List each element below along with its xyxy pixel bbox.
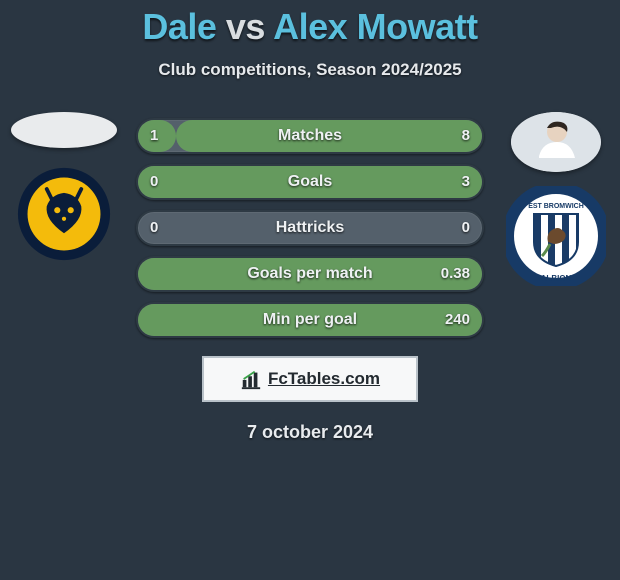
left-column	[8, 112, 120, 262]
player1-name: Dale	[142, 6, 216, 47]
stats-table: 18Matches 03Goals 00Hattricks 0.38Goals per…	[136, 118, 484, 348]
right-column: EST BROMWICH ALBION	[500, 112, 612, 286]
west-brom-crest-icon: EST BROMWICH ALBION	[506, 186, 606, 286]
player1-photo	[11, 112, 117, 148]
bar-chart-icon	[240, 368, 262, 390]
stat-row: 00Hattricks	[136, 210, 484, 246]
page-title: Dale vs Alex Mowatt	[0, 6, 620, 48]
club-right-crest: EST BROMWICH ALBION	[506, 186, 606, 286]
stat-label: Min per goal	[138, 304, 482, 336]
brand-text: FcTables.com	[268, 369, 380, 389]
stat-row: 18Matches	[136, 118, 484, 154]
stat-label: Matches	[138, 120, 482, 152]
subtitle: Club competitions, Season 2024/2025	[0, 60, 620, 80]
stat-row: 03Goals	[136, 164, 484, 200]
fctables-link[interactable]: FcTables.com	[202, 356, 418, 402]
stat-label: Goals	[138, 166, 482, 198]
club-left-crest	[16, 166, 112, 262]
svg-text:EST BROMWICH: EST BROMWICH	[528, 203, 584, 210]
player2-name: Alex Mowatt	[273, 6, 478, 47]
stat-label: Hattricks	[138, 212, 482, 244]
oxford-united-crest-icon	[16, 166, 112, 262]
comparison-body: 18Matches 03Goals 00Hattricks 0.38Goals per…	[0, 118, 620, 338]
stat-row: 240Min per goal	[136, 302, 484, 338]
svg-text:ALBION: ALBION	[541, 274, 572, 283]
stat-row: 0.38Goals per match	[136, 256, 484, 292]
stat-label: Goals per match	[138, 258, 482, 290]
comparison-card: Dale vs Alex Mowatt Club competitions, S…	[0, 0, 620, 580]
player2-photo	[511, 112, 601, 172]
date-label: 7 october 2024	[0, 422, 620, 443]
title-vs: vs	[226, 6, 265, 47]
